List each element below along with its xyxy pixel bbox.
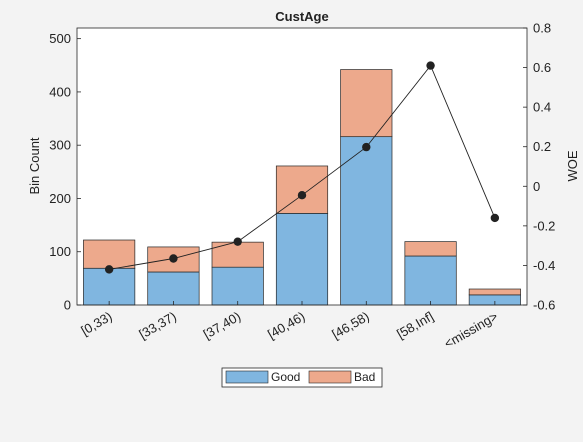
bar-bad-6 [468,288,521,296]
woe-point-4 [362,142,371,152]
woe-point-5 [426,61,435,70]
x-tick-label: [0,33) [78,309,114,339]
x-tick-label: [40,46) [265,309,308,342]
y2-tick-label: -0.4 [533,258,555,273]
woe-point-2 [233,237,242,246]
woe-point-1 [169,254,178,263]
legend-swatch-good [225,370,269,384]
x-tick-label: [37,40) [201,309,244,342]
y-axis-label: Bin Count [27,137,42,194]
y2-tick-label: 0 [533,179,540,194]
bar-bad-5 [404,241,457,257]
bar-good-2 [211,266,264,306]
bar-good-1 [147,271,200,306]
y-tick-label: 0 [64,298,71,313]
y2-axis-label: WOE [565,150,580,181]
y2-tick-label: 0.4 [533,100,551,115]
y-tick-label: 100 [49,244,71,259]
woe-point-0 [104,265,114,274]
woe-point-6 [490,213,500,223]
bar-bad-3 [275,165,329,214]
x-tick-label: [33,37) [136,309,179,342]
x-tick-label: [46,58) [329,309,372,342]
bar-good-3 [275,213,329,306]
legend-label-bad: Bad [354,370,375,384]
legend-swatch-bad [308,370,352,384]
y2-tick-label: 0.2 [533,139,551,154]
legend-label-good: Good [271,370,300,384]
chart-legend: Good Bad [221,367,383,388]
y-tick-label: 300 [49,138,71,153]
bar-bad-0 [83,239,136,269]
bar-good-5 [404,255,457,306]
bar-bad-4 [340,69,393,138]
bar-good-0 [83,267,136,306]
y2-tick-label: 0.8 [533,21,551,36]
y2-tick-label: -0.6 [533,298,555,313]
y2-tick-label: -0.2 [533,218,555,233]
bar-bad-2 [211,241,264,268]
y-tick-label: 500 [49,31,71,46]
y2-tick-label: 0.6 [533,60,551,75]
chart-title: CustAge [275,9,328,24]
x-tick-label: [58,Inf] [394,309,436,342]
y-tick-label: 400 [49,84,71,99]
y-tick-label: 200 [49,191,71,206]
woe-point-3 [297,190,307,200]
bar-good-4 [340,136,393,306]
x-tick-label: <missing> [442,309,501,352]
